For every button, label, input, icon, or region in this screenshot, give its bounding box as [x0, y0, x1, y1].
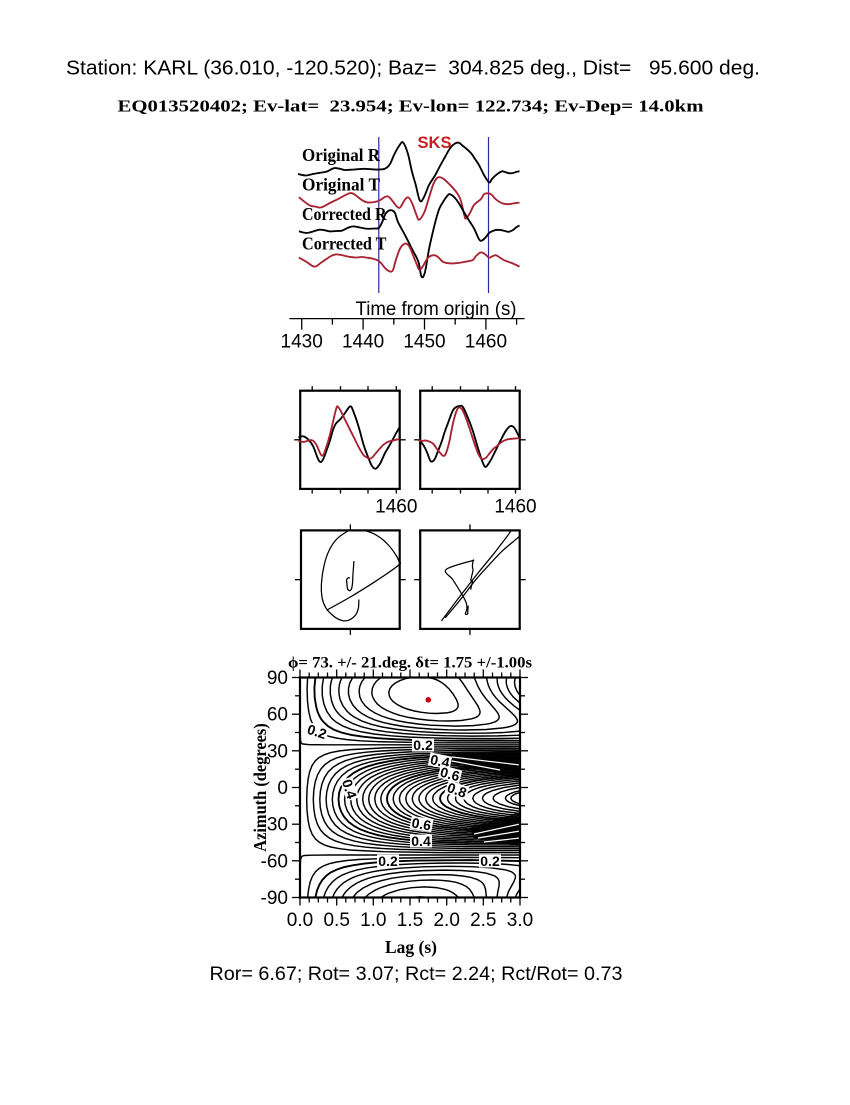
svg-text:Original R: Original R [302, 145, 380, 165]
svg-text:0.0: 0.0 [287, 910, 313, 931]
svg-text:1460: 1460 [375, 497, 417, 518]
svg-text:Azimuth (degrees): Azimuth (degrees) [250, 723, 271, 852]
svg-text:Station: KARL (36.010, -120.52: Station: KARL (36.010, -120.520); Baz= 3… [66, 58, 760, 80]
svg-text:0.4: 0.4 [429, 751, 452, 771]
svg-text:0.8: 0.8 [445, 779, 469, 801]
svg-text:Corrected T: Corrected T [302, 234, 387, 254]
svg-text:Time from origin (s): Time from origin (s) [356, 299, 517, 320]
svg-text:1.5: 1.5 [397, 910, 423, 931]
svg-text:Original T: Original T [302, 175, 380, 195]
svg-text:2.0: 2.0 [433, 910, 459, 931]
svg-text:0.2: 0.2 [378, 853, 398, 869]
svg-text:1450: 1450 [403, 332, 445, 353]
svg-text:0.4: 0.4 [339, 777, 360, 801]
svg-text:0.6: 0.6 [439, 764, 462, 785]
svg-text:0.2: 0.2 [480, 853, 500, 869]
svg-text:0.2: 0.2 [305, 721, 329, 742]
svg-text:1460: 1460 [465, 332, 507, 353]
svg-text:-60: -60 [261, 851, 288, 872]
svg-text:Lag (s): Lag (s) [385, 937, 437, 957]
svg-text:1.0: 1.0 [360, 910, 386, 931]
svg-text:2.5: 2.5 [470, 910, 496, 931]
svg-text:SKS: SKS [418, 134, 452, 152]
svg-text:-90: -90 [261, 888, 288, 909]
svg-text:0: 0 [277, 778, 288, 799]
svg-text:0.6: 0.6 [411, 814, 433, 833]
svg-text:0.4: 0.4 [411, 833, 431, 849]
svg-text:90: 90 [267, 668, 288, 689]
svg-text:3.0: 3.0 [507, 910, 533, 931]
svg-text:-30: -30 [261, 815, 288, 836]
svg-text:1440: 1440 [342, 332, 384, 353]
svg-text:60: 60 [267, 705, 288, 726]
svg-text:30: 30 [267, 741, 288, 762]
svg-text:Ror= 6.67; Rot= 3.07; Rct= 2.2: Ror= 6.67; Rot= 3.07; Rct= 2.24; Rct/Rot… [210, 964, 623, 985]
svg-text:Corrected R: Corrected R [302, 204, 387, 224]
svg-text:0.2: 0.2 [413, 737, 433, 753]
svg-text:ϕ= 73. +/- 21.deg. δt= 1.75 +/: ϕ= 73. +/- 21.deg. δt= 1.75 +/-1.00s [288, 655, 532, 672]
svg-text:1430: 1430 [281, 332, 323, 353]
svg-text:EQ013520402; Ev-lat= 23.954;: EQ013520402; Ev-lat= 23.954; Ev-lon= 122… [118, 97, 704, 116]
svg-text:1460: 1460 [494, 497, 536, 518]
svg-text:0.5: 0.5 [323, 910, 349, 931]
